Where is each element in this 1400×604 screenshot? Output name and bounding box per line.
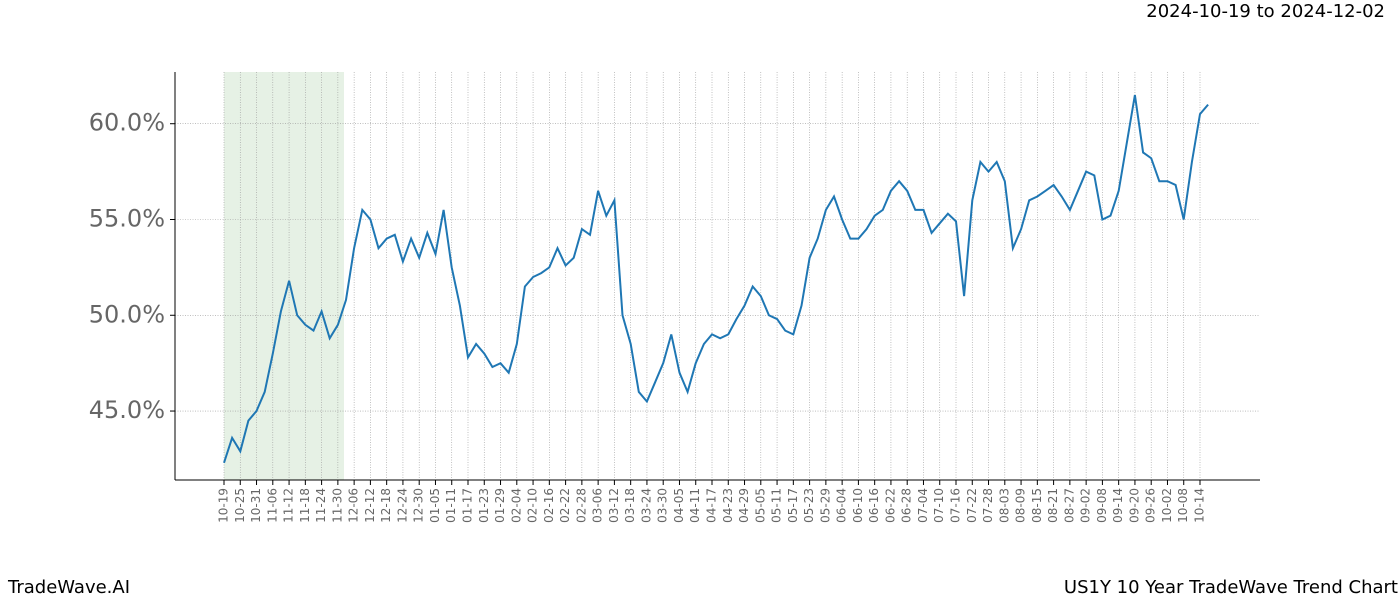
highlight-band xyxy=(224,72,344,480)
x-tick-label: 06-28 xyxy=(900,488,914,523)
x-tick-label: 03-24 xyxy=(639,488,653,523)
x-tick-label: 09-08 xyxy=(1095,488,1109,523)
x-tick-label: 07-16 xyxy=(949,488,963,523)
chart-title: US1Y 10 Year TradeWave Trend Chart xyxy=(1064,577,1398,598)
x-tick-label: 06-16 xyxy=(867,488,881,523)
x-tick-label: 05-23 xyxy=(802,488,816,523)
x-tick-label: 03-30 xyxy=(656,488,670,523)
x-tick-label: 05-29 xyxy=(818,488,832,523)
x-tick-label: 12-12 xyxy=(363,488,377,523)
x-tick-label: 08-15 xyxy=(1030,488,1044,523)
x-tick-label: 09-14 xyxy=(1111,488,1125,523)
x-tick-label: 11-18 xyxy=(298,488,312,523)
x-tick-label: 09-26 xyxy=(1144,488,1158,523)
x-tick-label: 01-23 xyxy=(477,488,491,523)
x-tick-label: 07-04 xyxy=(916,488,930,523)
x-tick-label: 01-17 xyxy=(461,488,475,523)
x-tick-label: 08-21 xyxy=(1046,488,1060,523)
x-tick-label: 06-10 xyxy=(851,488,865,523)
x-tick-label: 01-05 xyxy=(428,488,442,523)
x-tick-label: 12-18 xyxy=(379,488,393,523)
x-tick-label: 03-18 xyxy=(623,488,637,523)
x-tick-label: 02-16 xyxy=(542,488,556,523)
x-tick-label: 08-27 xyxy=(1062,488,1076,523)
y-tick-label: 60.0% xyxy=(89,109,165,137)
x-tick-label: 07-10 xyxy=(932,488,946,523)
x-tick-label: 01-29 xyxy=(493,488,507,523)
x-tick-label: 11-12 xyxy=(282,488,296,523)
x-tick-label: 10-19 xyxy=(217,488,231,523)
x-tick-label: 04-11 xyxy=(688,488,702,523)
y-tick-label: 55.0% xyxy=(89,204,165,232)
x-tick-label: 02-04 xyxy=(509,488,523,523)
x-tick-label: 04-17 xyxy=(705,488,719,523)
x-tick-label: 02-22 xyxy=(558,488,572,523)
x-tick-label: 10-14 xyxy=(1193,488,1207,523)
x-tick-label: 09-20 xyxy=(1127,488,1141,523)
x-tick-label: 10-25 xyxy=(233,488,247,523)
x-tick-label: 05-05 xyxy=(753,488,767,523)
x-tick-label: 07-28 xyxy=(981,488,995,523)
line-series xyxy=(223,94,1209,464)
x-tick-label: 03-12 xyxy=(607,488,621,523)
x-tick-label: 01-11 xyxy=(444,488,458,523)
x-tick-label: 12-06 xyxy=(347,488,361,523)
x-tick-label: 10-08 xyxy=(1176,488,1190,523)
x-tick-label: 10-02 xyxy=(1160,488,1174,523)
x-tick-label: 04-29 xyxy=(737,488,751,523)
x-tick-label: 10-31 xyxy=(249,488,263,523)
x-tick-label: 11-24 xyxy=(314,488,328,523)
x-tick-label: 07-22 xyxy=(965,488,979,523)
x-tick-label: 08-03 xyxy=(997,488,1011,523)
x-tick-label: 11-30 xyxy=(330,488,344,523)
x-tick-label: 05-11 xyxy=(770,488,784,523)
x-tick-label: 12-24 xyxy=(395,488,409,523)
x-tick-label: 02-28 xyxy=(574,488,588,523)
x-tick-label: 06-04 xyxy=(835,488,849,523)
x-tick-label: 05-17 xyxy=(786,488,800,523)
date-range: 2024-10-19 to 2024-12-02 xyxy=(1146,1,1385,22)
x-tick-label: 03-06 xyxy=(591,488,605,523)
x-tick-label: 06-22 xyxy=(883,488,897,523)
brand: TradeWave.AI xyxy=(7,577,130,598)
x-tick-label: 08-09 xyxy=(1014,488,1028,523)
y-tick-label: 50.0% xyxy=(89,300,165,328)
x-tick-label: 11-06 xyxy=(265,488,279,523)
x-tick-label: 04-05 xyxy=(672,488,686,523)
x-tick-label: 02-10 xyxy=(526,488,540,523)
x-tick-label: 12-30 xyxy=(412,488,426,523)
x-tick-label: 09-02 xyxy=(1079,488,1093,523)
x-tick-label: 04-23 xyxy=(721,488,735,523)
y-tick-label: 45.0% xyxy=(89,396,165,424)
